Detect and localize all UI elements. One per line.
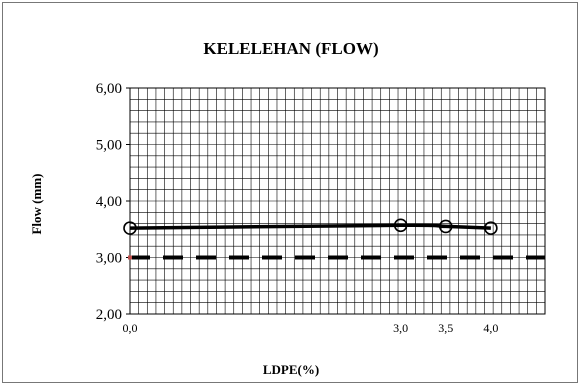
y-tick-label: 4,00 [96,194,122,210]
chart-title: KELELEHAN (FLOW) [203,39,379,58]
flow-data-point [438,219,453,234]
x-tick-label: 0,0 [123,321,138,335]
reference-start-marker [128,255,132,260]
y-tick-label: 3,00 [96,251,122,267]
x-tick-label: 3,5 [438,321,453,335]
y-tick-label: 5,00 [96,138,122,154]
chart-frame [2,2,578,383]
flow-data-point [393,218,408,233]
x-axis-label: LDPE(%) [262,362,320,377]
y-tick-label: 6,00 [96,81,122,97]
x-tick-label: 3,0 [393,321,408,335]
flow-data-point [123,221,137,235]
flow-data-point [484,221,498,235]
flow-series-line [129,223,491,230]
x-tick-label: 4,0 [483,321,498,335]
y-tick-label: 2,00 [96,307,122,323]
